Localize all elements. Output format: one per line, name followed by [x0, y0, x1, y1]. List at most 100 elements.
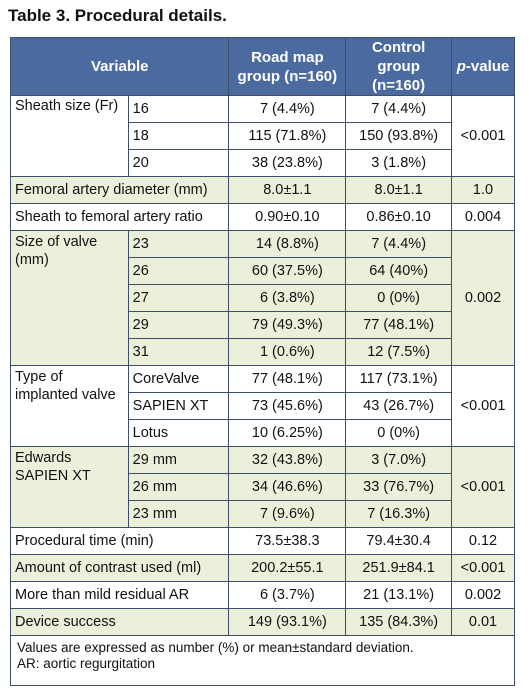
control-cell: 3 (1.8%): [345, 149, 453, 177]
control-cell: 0 (0%): [345, 419, 453, 447]
pvalue-cell: <0.001: [451, 95, 515, 177]
pvalue-cell: <0.001: [451, 446, 515, 528]
header-control: Control group (n=160): [345, 37, 453, 96]
pvalue-cell: 1.0: [451, 176, 515, 204]
table-footnote: Values are expressed as number (%) or me…: [10, 635, 515, 686]
header-control-line1: Control group: [371, 39, 426, 75]
roadmap-cell: 60 (37.5%): [228, 257, 347, 285]
row-label-valve-type: Type of implanted valve: [10, 365, 129, 447]
control-cell: 79.4±30.4: [345, 527, 453, 555]
header-roadmap: Road map group (n=160): [228, 37, 347, 96]
header-roadmap-line1: Road map: [251, 48, 324, 66]
footnote-line2: AR: aortic regurgitation: [17, 656, 156, 671]
control-cell: 251.9±84.1: [345, 554, 453, 582]
roadmap-cell: 6 (3.8%): [228, 284, 347, 312]
roadmap-cell: 10 (6.25%): [228, 419, 347, 447]
roadmap-cell: 0.90±0.10: [228, 203, 347, 231]
sub-label: 23: [127, 230, 230, 258]
table-row: Procedural time (min) 73.5±38.3 79.4±30.…: [9, 527, 515, 555]
roadmap-cell: 1 (0.6%): [228, 338, 347, 366]
pvalue-cell: <0.001: [451, 554, 515, 582]
sub-label: 26: [127, 257, 230, 285]
header-pvalue: p-value: [451, 37, 515, 96]
control-cell: 7 (16.3%): [345, 500, 453, 528]
pvalue-cell: 0.12: [451, 527, 515, 555]
control-cell: 0.86±0.10: [345, 203, 453, 231]
control-cell: 3 (7.0%): [345, 446, 453, 474]
control-cell: 77 (48.1%): [345, 311, 453, 339]
header-roadmap-line2: group (n=160): [237, 67, 338, 85]
roadmap-cell: 77 (48.1%): [228, 365, 347, 393]
control-cell: 64 (40%): [345, 257, 453, 285]
row-label-procedural-time: Procedural time (min): [9, 527, 230, 555]
procedural-details-table: Variable Road map group (n=160) Control …: [9, 37, 515, 686]
roadmap-cell: 149 (93.1%): [228, 608, 347, 636]
control-cell: 12 (7.5%): [345, 338, 453, 366]
table-row: Type of implanted valve CoreValve 77 (48…: [10, 365, 515, 447]
header-variable: Variable: [9, 37, 230, 96]
control-cell: 7 (4.4%): [345, 230, 453, 258]
roadmap-cell: 34 (46.6%): [228, 473, 347, 501]
control-cell: 7 (4.4%): [345, 95, 453, 123]
roadmap-cell: 115 (71.8%): [228, 122, 347, 150]
table-row: Amount of contrast used (ml) 200.2±55.1 …: [9, 554, 515, 582]
sub-label: 16: [127, 95, 230, 123]
table-title: Table 3. Procedural details.: [8, 6, 227, 25]
table-row: More than mild residual AR 6 (3.7%) 21 (…: [9, 581, 515, 609]
footnote-row: Values are expressed as number (%) or me…: [10, 635, 515, 686]
row-label-device-success: Device success: [9, 608, 230, 636]
sub-label: CoreValve: [127, 365, 230, 393]
control-cell: 33 (76.7%): [345, 473, 453, 501]
control-cell: 8.0±1.1: [345, 176, 453, 204]
roadmap-cell: 200.2±55.1: [228, 554, 347, 582]
roadmap-cell: 8.0±1.1: [228, 176, 347, 204]
table-row: Sheath size (Fr) 16 7 (4.4%) 7 (4.4%) <0…: [10, 95, 515, 177]
roadmap-cell: 6 (3.7%): [228, 581, 347, 609]
control-cell: 43 (26.7%): [345, 392, 453, 420]
row-label-contrast: Amount of contrast used (ml): [9, 554, 230, 582]
row-label-valve-size: Size of valve (mm): [10, 230, 129, 366]
roadmap-cell: 79 (49.3%): [228, 311, 347, 339]
sub-label: 18: [127, 122, 230, 150]
header-pvalue-p: p: [456, 58, 466, 75]
table-row: Size of valve (mm) 23 14 (8.8%) 7 (4.4%)…: [10, 230, 515, 366]
table-row: Femoral artery diameter (mm) 8.0±1.1 8.0…: [9, 176, 515, 204]
pvalue-cell: 0.01: [451, 608, 515, 636]
sub-label: 29 mm: [127, 446, 230, 474]
sub-label: 27: [127, 284, 230, 312]
sub-label: 23 mm: [127, 500, 230, 528]
table-row: 18 115 (71.8%) 150 (93.8%): [10, 122, 515, 150]
control-cell: 117 (73.1%): [345, 365, 453, 393]
header-pvalue-rest: -value: [465, 58, 510, 75]
roadmap-cell: 38 (23.8%): [228, 149, 347, 177]
footnote-line1: Values are expressed as number (%) or me…: [17, 640, 414, 655]
roadmap-cell: 7 (4.4%): [228, 95, 347, 123]
control-cell: 21 (13.1%): [345, 581, 453, 609]
roadmap-cell: 14 (8.8%): [228, 230, 347, 258]
roadmap-cell: 7 (9.6%): [228, 500, 347, 528]
header-control-line2: (n=160): [372, 77, 426, 94]
control-cell: 135 (84.3%): [345, 608, 453, 636]
sub-label: 20: [127, 149, 230, 177]
pvalue-cell: 0.002: [451, 581, 515, 609]
pvalue-cell: 0.004: [451, 203, 515, 231]
roadmap-cell: 32 (43.8%): [228, 446, 347, 474]
row-label-sheath-size: Sheath size (Fr): [10, 95, 129, 177]
sub-label: SAPIEN XT: [127, 392, 230, 420]
row-label-ratio: Sheath to femoral artery ratio: [9, 203, 230, 231]
sub-label: Lotus: [127, 419, 230, 447]
table-row: Sheath to femoral artery ratio 0.90±0.10…: [9, 203, 515, 231]
row-label-femoral: Femoral artery diameter (mm): [9, 176, 230, 204]
row-label-edwards: Edwards SAPIEN XT: [10, 446, 129, 528]
row-label-residual-ar: More than mild residual AR: [9, 581, 230, 609]
table-row: Device success 149 (93.1%) 135 (84.3%) 0…: [9, 608, 515, 636]
control-cell: 0 (0%): [345, 284, 453, 312]
roadmap-cell: 73.5±38.3: [228, 527, 347, 555]
control-cell: 150 (93.8%): [345, 122, 453, 150]
table-row: Edwards SAPIEN XT 29 mm 32 (43.8%) 3 (7.…: [10, 446, 515, 528]
pvalue-cell: 0.002: [451, 230, 515, 366]
pvalue-cell: <0.001: [451, 365, 515, 447]
table-row: 31 1 (0.6%) 12 (7.5%): [10, 338, 515, 366]
roadmap-cell: 73 (45.6%): [228, 392, 347, 420]
sub-label: 29: [127, 311, 230, 339]
